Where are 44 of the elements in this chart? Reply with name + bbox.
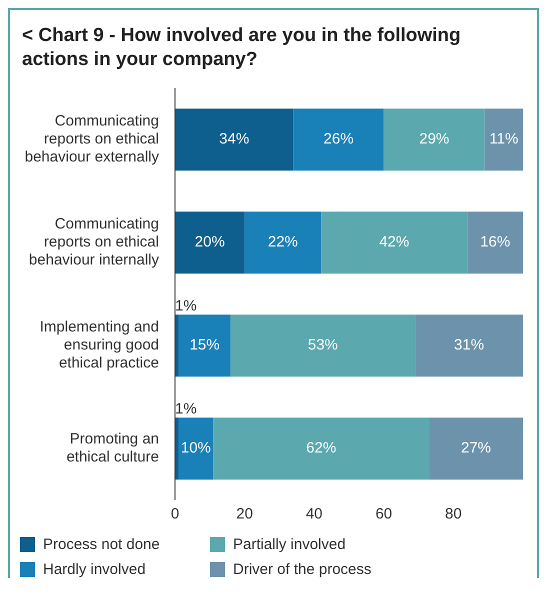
data-label: 27% bbox=[461, 440, 492, 457]
legend-label: Hardly involved bbox=[43, 561, 146, 578]
y-tick-label: Communicating reports on ethical behaviour internally bbox=[28, 215, 160, 268]
data-label: 11% bbox=[489, 130, 518, 148]
x-tick-label: 20 bbox=[236, 506, 253, 523]
data-label: 15% bbox=[190, 336, 220, 354]
bar bbox=[384, 108, 485, 171]
bar bbox=[175, 108, 294, 171]
data-label: 53% bbox=[308, 336, 338, 354]
data-label: 26% bbox=[324, 130, 354, 148]
data-label: 31% bbox=[454, 336, 484, 354]
data-label: 16% bbox=[480, 234, 510, 251]
y-tick-label: Communicating reports on ethical behaviour externally bbox=[24, 112, 160, 166]
data-label: 29% bbox=[419, 130, 450, 148]
data-label: 20% bbox=[194, 234, 225, 251]
bar bbox=[178, 418, 214, 480]
bar bbox=[244, 212, 322, 274]
bar bbox=[213, 418, 430, 480]
data-label: 1% bbox=[175, 400, 197, 418]
x-tick-label: 0 bbox=[170, 506, 180, 523]
bar bbox=[230, 314, 416, 377]
bar bbox=[415, 314, 523, 377]
chart-title: < Chart 9 - How involved are you in the following actions in your company? bbox=[21, 24, 462, 72]
x-tick-label: 40 bbox=[306, 506, 323, 523]
legend-label: Process not done bbox=[43, 536, 160, 553]
y-tick-label: Promoting an ethical culture bbox=[66, 430, 159, 466]
data-label: 1% bbox=[175, 298, 197, 315]
bar bbox=[293, 108, 384, 171]
data-label: 42% bbox=[379, 234, 410, 251]
bar bbox=[175, 212, 245, 274]
data-label: 62% bbox=[306, 440, 336, 457]
data-label: 34% bbox=[219, 130, 250, 148]
bar bbox=[321, 212, 468, 274]
legend-label: Driver of the process bbox=[233, 561, 372, 578]
bar bbox=[429, 418, 523, 480]
y-tick-label: Implementing and ensuring good ethical practice bbox=[40, 318, 159, 372]
x-tick-label: 60 bbox=[375, 506, 392, 523]
legend-label: Partially involved bbox=[233, 536, 346, 553]
data-label: 10% bbox=[180, 440, 211, 457]
bar bbox=[178, 314, 231, 377]
data-label: 22% bbox=[268, 234, 298, 251]
bar bbox=[467, 212, 523, 274]
x-tick-label: 80 bbox=[445, 506, 462, 523]
bar bbox=[484, 108, 523, 171]
